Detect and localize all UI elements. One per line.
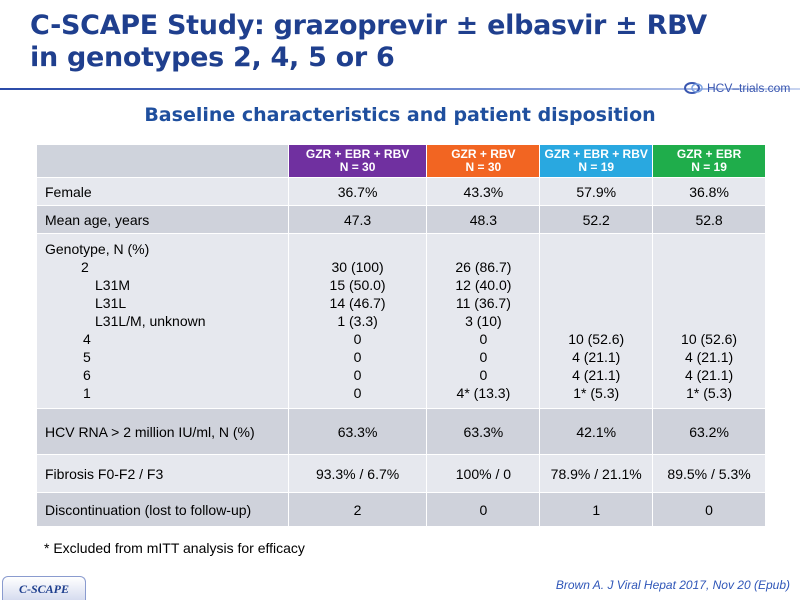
table-row-mean-age: Mean age, years 47.3 48.3 52.2 52.8 [36, 205, 766, 234]
slide-title: C-SCAPE Study: grazoprevir ± elbasvir ± … [30, 10, 730, 74]
cell-value: 78.9% / 21.1% [539, 454, 654, 493]
genotype-sublabel: L31L/M, unknown [95, 313, 206, 329]
cell-value: 14 (46.7) [329, 295, 386, 311]
cell-value: 36.8% [652, 177, 766, 206]
cell-value: 4* (13.3) [456, 385, 511, 401]
baseline-table: GZR + EBR + RBV N = 30 GZR + RBV N = 30 … [36, 144, 766, 527]
logo-icon [684, 82, 703, 94]
cell-value: 63.2% [652, 408, 766, 455]
cell-value: 0 [479, 367, 488, 383]
genotype-sublabel: 5 [83, 349, 91, 365]
col-header-gzr-ebr-19: GZR + EBR N = 19 [652, 144, 766, 178]
cell-value: 4 (21.1) [572, 349, 621, 365]
cell-value: 63.3% [426, 408, 541, 455]
cell-value: 0 [353, 367, 362, 383]
genotype-sublabel: 1 [83, 385, 91, 401]
cell-value: 1 [539, 492, 654, 527]
genotype-values-col2: 26 (86.7) 12 (40.0) 11 (36.7) 3 (10) 0 0… [426, 233, 541, 409]
table-row-discontinuation: Discontinuation (lost to follow-up) 2 0 … [36, 492, 766, 527]
cell-value: 1 (3.3) [337, 313, 378, 329]
genotype-values-col4: 10 (52.6) 4 (21.1) 4 (21.1) 1* (5.3) [652, 233, 766, 409]
cell-value: 43.3% [426, 177, 541, 206]
cell-value: 0 [353, 349, 362, 365]
col-header-n: N = 30 [465, 160, 502, 174]
cell-value: 11 (36.7) [455, 295, 511, 311]
citation: Brown A. J Viral Hepat 2017, Nov 20 (Epu… [555, 578, 790, 592]
cell-value: 0 [353, 331, 362, 347]
logo-text: HCV–trials.com [707, 81, 791, 95]
genotype-sublabel: L31L [95, 295, 127, 311]
title-line-1: C-SCAPE Study: grazoprevir ± elbasvir ± … [30, 10, 707, 41]
genotype-values-col1: 30 (100) 15 (50.0) 14 (46.7) 1 (3.3) 0 0… [287, 233, 428, 409]
cell-value: 15 (50.0) [329, 277, 386, 293]
table-header-row: GZR + EBR + RBV N = 30 GZR + RBV N = 30 … [36, 144, 766, 178]
genotype-sublabel: 2 [81, 259, 89, 275]
cell-value: 0 [353, 385, 362, 401]
col-header-n: N = 19 [691, 160, 727, 174]
row-label: Female [36, 177, 289, 206]
genotype-sublabel: 4 [83, 331, 91, 347]
slide-subtitle: Baseline characteristics and patient dis… [144, 104, 656, 126]
cell-value: 0 [479, 331, 488, 347]
cell-value: 12 (40.0) [455, 277, 512, 293]
col-header-gzr-rbv-30: GZR + RBV N = 30 [426, 144, 541, 178]
cell-value: 47.3 [287, 205, 428, 234]
col-header-label: GZR + EBR [676, 147, 742, 161]
row-label: HCV RNA > 2 million IU/ml, N (%) [36, 408, 289, 455]
cell-value: 100% / 0 [426, 454, 541, 493]
table-row-fibrosis: Fibrosis F0-F2 / F3 93.3% / 6.7% 100% / … [36, 454, 766, 493]
hcv-trials-logo: HCV–trials.com [684, 78, 790, 98]
row-label: Discontinuation (lost to follow-up) [36, 492, 289, 527]
cell-value: 4 (21.1) [572, 367, 621, 383]
title-divider [0, 88, 800, 90]
title-line-2: in genotypes 2, 4, 5 or 6 [30, 42, 395, 73]
cell-value: 10 (52.6) [681, 331, 738, 347]
row-label: Mean age, years [36, 205, 289, 234]
cell-value: 42.1% [539, 408, 654, 455]
cell-value: 26 (86.7) [455, 259, 512, 275]
study-badge: C-SCAPE [2, 576, 86, 600]
cell-value: 4 (21.1) [684, 349, 734, 365]
cell-value: 1* (5.3) [573, 385, 620, 401]
row-label-genotype: Genotype, N (%) 2 L31M L31L L31L/M, unkn… [36, 233, 289, 409]
cell-value: 63.3% [287, 408, 428, 455]
genotype-values-col3: 10 (52.6) 4 (21.1) 4 (21.1) 1* (5.3) [539, 233, 654, 409]
col-header-label: GZR + RBV [451, 147, 516, 161]
cell-value: 0 [479, 349, 488, 365]
cell-value: 52.2 [539, 205, 654, 234]
table-row-genotype: Genotype, N (%) 2 L31M L31L L31L/M, unkn… [36, 233, 766, 409]
header-blank-cell [36, 144, 289, 178]
table-row-hcv-rna: HCV RNA > 2 million IU/ml, N (%) 63.3% 6… [36, 408, 766, 455]
cell-value: 30 (100) [331, 259, 384, 275]
cell-value: 2 [287, 492, 428, 527]
cell-value: 93.3% / 6.7% [287, 454, 428, 493]
cell-value: 3 (10) [465, 313, 502, 329]
cell-value: 4 (21.1) [684, 367, 734, 383]
row-label: Fibrosis F0-F2 / F3 [36, 454, 289, 493]
cell-value: 89.5% / 5.3% [652, 454, 766, 493]
cell-value: 36.7% [287, 177, 428, 206]
col-header-label: GZR + EBR + RBV [305, 147, 410, 161]
cell-value: 0 [652, 492, 766, 527]
row-label: Genotype, N (%) [45, 241, 150, 257]
footnote: * Excluded from mITT analysis for effica… [44, 540, 305, 556]
table-row-female: Female 36.7% 43.3% 57.9% 36.8% [36, 177, 766, 206]
col-header-label: GZR + EBR + RBV [544, 147, 648, 161]
col-header-gzr-ebr-rbv-30: GZR + EBR + RBV N = 30 [287, 144, 428, 178]
cell-value: 52.8 [652, 205, 766, 234]
col-header-n: N = 19 [578, 160, 615, 174]
col-header-gzr-ebr-rbv-19: GZR + EBR + RBV N = 19 [539, 144, 654, 178]
genotype-sublabel: 6 [83, 367, 91, 383]
cell-value: 57.9% [539, 177, 654, 206]
cell-value: 1* (5.3) [686, 385, 733, 401]
cell-value: 10 (52.6) [568, 331, 625, 347]
cell-value: 0 [426, 492, 541, 527]
genotype-sublabel: L31M [95, 277, 131, 293]
col-header-n: N = 30 [339, 160, 376, 174]
cell-value: 48.3 [426, 205, 541, 234]
